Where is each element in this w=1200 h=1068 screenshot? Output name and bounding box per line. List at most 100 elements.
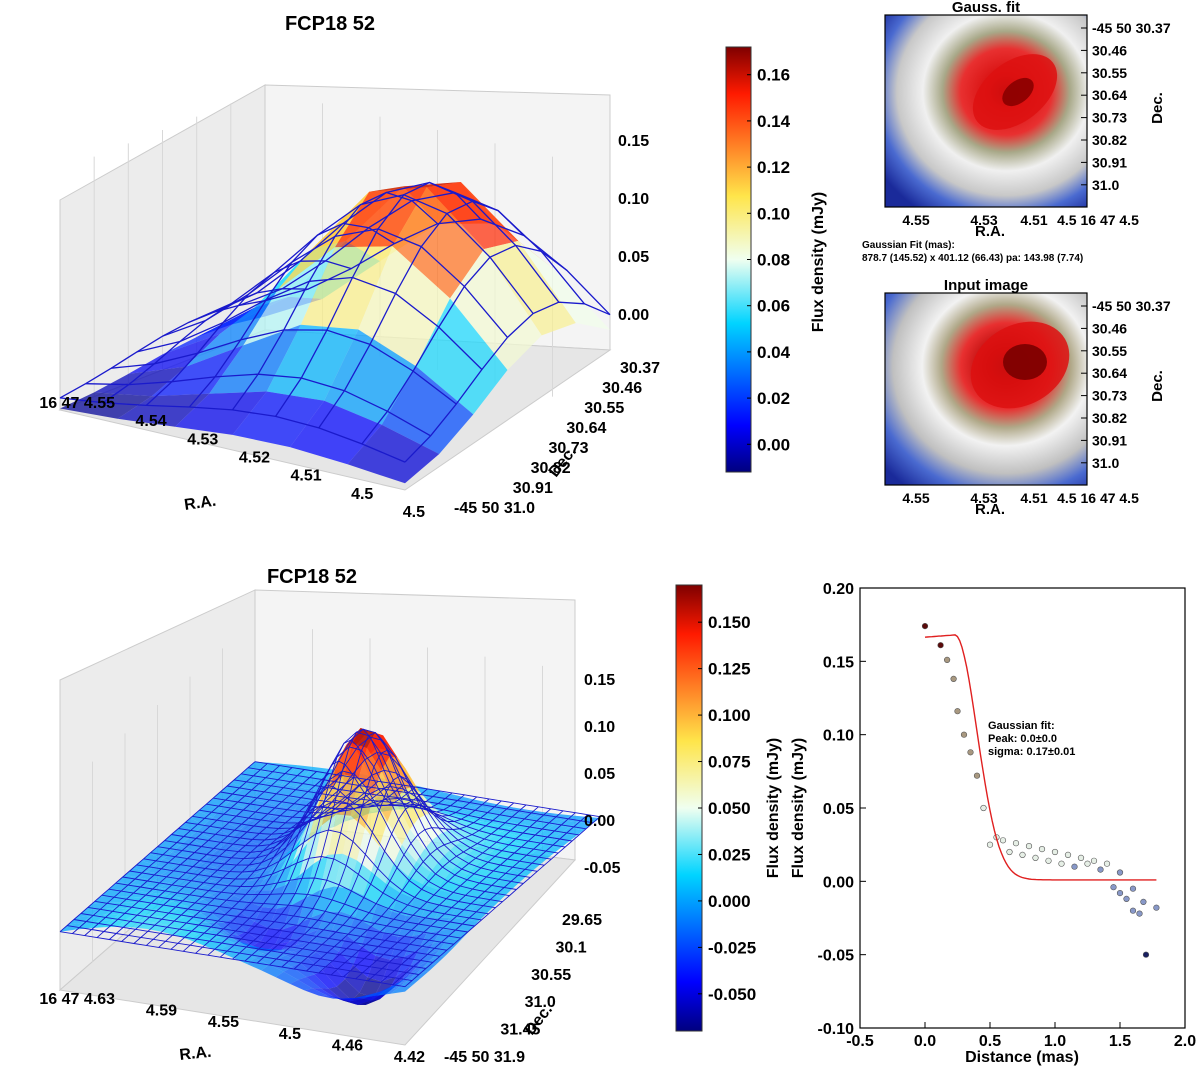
wireframe-line — [318, 802, 515, 974]
heatmap-y-tick-label: -45 50 30.37 — [1092, 298, 1171, 314]
surface-patch — [156, 905, 179, 913]
surface-patch — [415, 963, 438, 975]
surface-patch — [221, 870, 244, 879]
surface-patch — [228, 794, 252, 808]
surface-patch — [269, 959, 292, 972]
wireframe-line — [281, 775, 478, 968]
ra-ticks-top: 16 47 4.55 4.54 4.53 4.52 4.51 4.5 4.5 — [39, 395, 425, 521]
surface-patch — [440, 800, 463, 808]
surface-patch — [205, 930, 229, 938]
heatmap-y-tick-label: 30.46 — [1092, 42, 1127, 58]
wireframe-line — [293, 798, 490, 970]
surface-patch — [251, 859, 275, 868]
surface-patch — [491, 845, 515, 858]
scatter-y-tick-label: 0.05 — [823, 801, 854, 818]
surface-plot-top: FCP18 52 0.150.100.050.00 16 47 4.554.54… — [39, 13, 660, 521]
scatter-point — [1064, 851, 1072, 859]
colorbar-tick-label: 0.075 — [708, 753, 751, 772]
scatter-point — [1116, 869, 1124, 876]
surface-patch — [452, 813, 475, 819]
surface-patch — [420, 902, 444, 918]
dec-tick-label: 31.0 — [525, 994, 556, 1011]
scatter-point — [1032, 854, 1039, 862]
dec-tick-label: 30.91 — [513, 480, 553, 497]
z-tick-label: 0.05 — [618, 249, 649, 266]
surface-patch — [340, 888, 364, 917]
surface-patch — [171, 845, 195, 858]
surface-patch — [254, 907, 277, 929]
wireframe-line — [171, 731, 517, 890]
surface-patch — [504, 869, 527, 883]
surface-patch — [219, 884, 242, 896]
surface-patch — [298, 977, 321, 989]
surface-patch — [546, 824, 570, 833]
surface-patch — [465, 824, 488, 832]
surface-patch — [553, 832, 576, 843]
wireframe-line — [206, 786, 552, 860]
surface-patch — [390, 984, 414, 994]
scatter-point — [937, 642, 944, 649]
surface-patch — [163, 852, 187, 864]
surface-patch — [241, 879, 265, 891]
colorbar-bottom: 0.150 0.125 0.100 0.075 0.050 0.025 0.000 -0.02… — [675, 584, 807, 1032]
colorbar-tick-label: 0.02 — [757, 389, 790, 408]
surface-patch — [324, 329, 416, 425]
fit-annotation-sigma: sigma: 0.17±0.01 — [988, 746, 1075, 758]
gaussian-fit-curve — [924, 634, 1157, 881]
surface-patch — [483, 808, 506, 815]
surface-patch — [76, 909, 99, 918]
surface-patch — [305, 854, 329, 898]
surface-patch — [326, 886, 349, 912]
surface-patch — [361, 925, 384, 956]
surface-patch — [348, 860, 372, 896]
surface-patch — [335, 997, 358, 1005]
heatmap-y-tick-label: 31.0 — [1092, 177, 1119, 193]
scatter-point — [980, 804, 987, 812]
surface-patch — [60, 392, 152, 419]
wireframe-bottom — [59, 728, 601, 988]
surface-patch — [153, 874, 177, 884]
surface-patch — [471, 831, 494, 842]
surface-patch — [266, 853, 289, 867]
heatmap-x-tick-label: 4.55 — [902, 212, 929, 228]
scatter-x-tick-label: 2.0 — [1174, 1033, 1196, 1050]
surface-patch — [475, 858, 499, 872]
surface-patch — [312, 988, 335, 998]
z-tick-label: 0.00 — [618, 307, 649, 324]
ra-ticks-bottom: 16 47 4.63 4.59 4.55 4.5 4.46 4.42 — [39, 991, 425, 1066]
surface-patch — [387, 801, 410, 845]
wireframe-line — [157, 770, 503, 903]
title-top: FCP18 52 — [285, 13, 375, 35]
colorbar-tick-label: 0.050 — [708, 799, 751, 818]
colorbar-tick-label: 0.08 — [757, 251, 790, 270]
surface-patch — [398, 915, 421, 937]
surface-patch — [188, 831, 211, 845]
surface-patch — [426, 917, 450, 933]
heatmap-input-xlabel: R.A. — [975, 501, 1005, 518]
surface-patch — [518, 240, 610, 330]
colorbar-tick-label: -0.050 — [708, 985, 756, 1004]
wireframe-line — [330, 804, 527, 976]
dec-tick-label: 30.73 — [549, 440, 589, 457]
surface-patch — [256, 947, 280, 951]
colorbar-tick-label: 0.125 — [708, 660, 751, 679]
colorbar-top: 0.16 0.14 0.12 0.10 0.08 0.06 0.04 0.02 0.00 Flu… — [725, 46, 827, 473]
surface-patch — [162, 912, 185, 921]
surface-patch — [216, 843, 240, 856]
heatmap-x-tick-label: 4.51 — [1020, 212, 1047, 228]
surface-patch — [450, 249, 542, 370]
ra-tick-label: 16 47 4.63 — [39, 991, 115, 1008]
heatmap-gauss-fit: Gauss. fit -45 50 30.37 30.46 30.55 30.64 30… — [862, 0, 1171, 264]
surface-patch — [397, 757, 420, 793]
scatter-y-tick-label: -0.05 — [818, 948, 855, 965]
wireframe-line — [404, 301, 611, 463]
ra-tick-label: 16 47 4.55 — [39, 395, 115, 412]
surface-patch — [510, 823, 533, 831]
surface-patch — [164, 901, 187, 909]
scatter-point — [954, 708, 961, 715]
surface-patch — [467, 866, 490, 880]
surface-patch — [275, 924, 298, 945]
surface-patch — [232, 952, 255, 964]
surface-patch — [246, 958, 270, 971]
